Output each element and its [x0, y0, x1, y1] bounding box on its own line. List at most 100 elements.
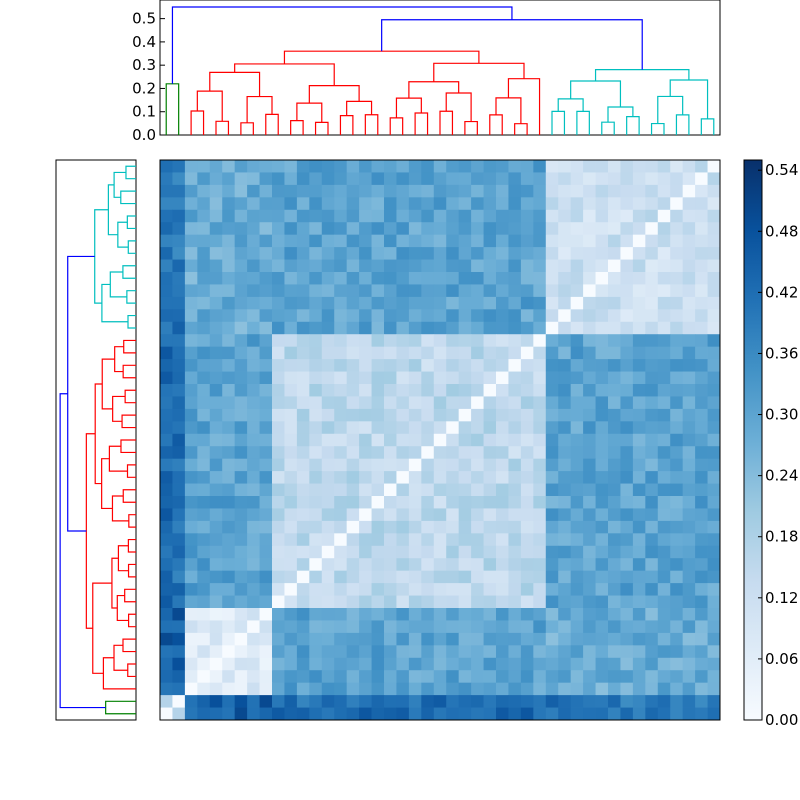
- heatmap-cell: [184, 446, 198, 460]
- heatmap-cell: [359, 259, 372, 273]
- heatmap-cell: [446, 483, 460, 497]
- heatmap-cell: [408, 657, 422, 671]
- heatmap-cell: [707, 657, 721, 671]
- heatmap-cell: [595, 583, 609, 596]
- heatmap-cell: [334, 247, 348, 260]
- heatmap-cell: [433, 595, 447, 609]
- heatmap-cell: [670, 160, 684, 173]
- heatmap-cell: [632, 520, 646, 534]
- heatmap-cell: [433, 396, 447, 410]
- heatmap-cell: [371, 160, 385, 173]
- heatmap-cell: [284, 583, 298, 596]
- left-dendrogram-link: [127, 538, 136, 553]
- heatmap-cell: [321, 296, 335, 310]
- heatmap-cell: [309, 197, 323, 211]
- heatmap-cell: [396, 421, 410, 435]
- heatmap-cell: [184, 160, 198, 173]
- heatmap-cell: [359, 645, 372, 659]
- heatmap-cell: [682, 707, 696, 721]
- heatmap-cell: [508, 645, 522, 659]
- heatmap-cell: [334, 296, 348, 310]
- heatmap-cell: [670, 284, 684, 298]
- heatmap-cell: [558, 160, 572, 173]
- heatmap-cell: [670, 545, 684, 559]
- heatmap-cell: [707, 371, 721, 385]
- heatmap-cell: [657, 259, 671, 273]
- heatmap-cell: [620, 284, 634, 298]
- heatmap-cell: [620, 160, 634, 173]
- heatmap-cell: [296, 396, 310, 410]
- heatmap-cell: [272, 334, 285, 348]
- heatmap-cell: [359, 160, 372, 173]
- heatmap-cell: [520, 160, 534, 173]
- heatmap-cell: [446, 533, 460, 547]
- heatmap-cell: [346, 471, 360, 484]
- heatmap-cell: [309, 160, 323, 173]
- heatmap-cell: [209, 384, 223, 397]
- heatmap-cell: [483, 570, 497, 584]
- left-dendrogram-link: [114, 346, 124, 373]
- heatmap-cell: [670, 570, 684, 584]
- heatmap-cell: [645, 632, 659, 646]
- heatmap-cell: [483, 682, 497, 696]
- heatmap-cell: [197, 222, 211, 236]
- top-dendrogram-ytick-label: 0.1: [132, 103, 156, 121]
- heatmap-cell: [520, 371, 534, 385]
- heatmap-cell: [197, 682, 211, 696]
- heatmap-cell: [359, 608, 372, 621]
- heatmap-cell: [408, 670, 422, 684]
- heatmap-cell: [520, 595, 534, 609]
- heatmap-cell: [608, 483, 621, 497]
- heatmap-cell: [645, 433, 659, 447]
- heatmap-cell: [234, 496, 248, 509]
- heatmap-cell: [209, 184, 223, 198]
- heatmap-cell: [259, 321, 273, 335]
- heatmap-cell: [483, 695, 497, 708]
- heatmap-cell: [184, 184, 198, 198]
- heatmap-cell: [670, 458, 684, 472]
- heatmap-cell: [645, 184, 659, 198]
- heatmap-cell: [272, 645, 285, 659]
- heatmap-cell: [595, 371, 609, 385]
- heatmap-cell: [595, 222, 609, 236]
- heatmap-cell: [197, 234, 211, 248]
- heatmap-cell: [520, 433, 534, 447]
- colorbar-tick-label: 0.48: [765, 222, 798, 240]
- heatmap-cell: [222, 272, 236, 285]
- heatmap-cell: [558, 234, 572, 248]
- heatmap-cell: [384, 595, 397, 609]
- heatmap-cell: [359, 234, 372, 248]
- heatmap-cell: [259, 184, 273, 198]
- heatmap-cell: [197, 284, 211, 298]
- heatmap-cell: [396, 707, 410, 721]
- heatmap-cell: [346, 421, 360, 435]
- heatmap-cell: [583, 558, 596, 572]
- heatmap-cell: [321, 433, 335, 447]
- heatmap-cell: [570, 371, 584, 385]
- heatmap-cell: [483, 545, 497, 559]
- heatmap-cell: [645, 296, 659, 310]
- heatmap-cell: [520, 222, 534, 236]
- heatmap-cell: [520, 483, 534, 497]
- heatmap-cell: [371, 608, 385, 621]
- heatmap-cell: [384, 359, 397, 372]
- heatmap-cell: [172, 172, 186, 186]
- heatmap-cell: [620, 608, 634, 621]
- heatmap-cell: [433, 558, 447, 572]
- heatmap-cell: [284, 446, 298, 460]
- heatmap-cell: [209, 458, 223, 472]
- heatmap-cell: [508, 421, 522, 435]
- heatmap-cell: [309, 520, 323, 534]
- heatmap-cell: [496, 321, 509, 335]
- heatmap-cell: [247, 545, 260, 559]
- heatmap-cell: [496, 359, 509, 372]
- heatmap-cell: [632, 608, 646, 621]
- heatmap-cell: [408, 334, 422, 348]
- heatmap-cell: [670, 446, 684, 460]
- heatmap-cell: [247, 533, 260, 547]
- heatmap-cell: [234, 321, 248, 335]
- heatmap-cell: [421, 583, 435, 596]
- heatmap-cell: [259, 707, 273, 721]
- heatmap-cell: [608, 197, 621, 211]
- heatmap-cell: [670, 433, 684, 447]
